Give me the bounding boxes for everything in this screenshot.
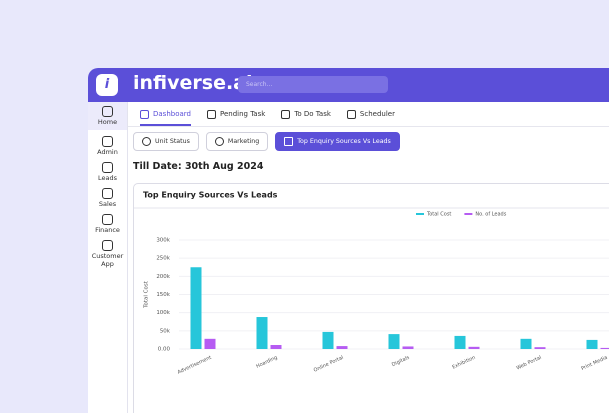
label: Unit Status — [155, 138, 190, 145]
filters: Unit Status Marketing Top Enquiry Sources … — [133, 132, 400, 151]
icon — [206, 109, 216, 119]
divider — [128, 126, 609, 127]
bar — [402, 346, 414, 349]
y-tick-label: 100k — [156, 310, 170, 316]
x-tick-label: Digitals — [391, 355, 411, 369]
icon — [102, 240, 113, 251]
y-tick-label: 50k — [160, 328, 171, 334]
filter-button[interactable]: Top Enquiry Sources Vs Leads — [275, 132, 400, 151]
legend-label: No. of Leads — [475, 212, 506, 218]
label: To Do Task — [294, 110, 331, 118]
tab[interactable]: Dashboard — [140, 104, 191, 126]
chart-card: Top Enquiry Sources Vs Leads 0.00 50k 100k… — [133, 183, 609, 413]
tab[interactable]: Pending Task — [206, 104, 266, 124]
bar — [204, 338, 216, 349]
icon — [346, 109, 356, 119]
app-window: i infiverse.ai Search... Home Admin Leads S… — [88, 68, 609, 413]
bar — [534, 347, 546, 349]
bar — [190, 267, 202, 349]
sidebar: Home Admin Leads Sales Finance Customer App — [88, 102, 128, 413]
icon — [284, 137, 294, 146]
sidebar-item[interactable]: Admin — [88, 136, 127, 156]
bar — [336, 346, 348, 349]
x-tick-label: Exhibition — [451, 355, 476, 371]
bar — [520, 338, 532, 349]
icon — [102, 136, 113, 147]
tab[interactable]: Scheduler — [346, 104, 395, 124]
sidebar-item[interactable]: Sales — [88, 188, 127, 208]
x-tick-label: Advertisement — [177, 355, 213, 376]
x-tick-label: Web Portal — [516, 355, 543, 372]
icon — [102, 214, 113, 225]
filter-button[interactable]: Marketing — [205, 132, 269, 151]
tab[interactable]: To Do Task — [281, 104, 331, 124]
icon — [102, 106, 113, 117]
x-tick-label: Online Portal — [313, 355, 345, 374]
y-tick-label: 0.00 — [158, 347, 171, 353]
legend-label: Total Cost — [426, 212, 451, 218]
label: Finance — [95, 226, 120, 234]
icon — [102, 162, 113, 173]
sidebar-item[interactable]: Leads — [88, 162, 127, 182]
y-tick-label: 250k — [156, 256, 170, 262]
bar — [322, 331, 334, 349]
icon — [214, 137, 224, 146]
date-label: Till Date: 30th Aug 2024 — [133, 161, 264, 172]
filter-button[interactable]: Unit Status — [133, 132, 199, 151]
bar — [468, 346, 480, 349]
y-tick-label: 200k — [156, 274, 170, 280]
y-axis-title: Total Cost — [144, 280, 150, 309]
logo[interactable]: i — [96, 74, 118, 96]
sidebar-item[interactable]: Customer App — [88, 240, 127, 268]
label: Pending Task — [219, 110, 266, 118]
y-tick-label: 150k — [156, 292, 170, 298]
x-tick-label: Print Media — [580, 355, 608, 372]
top-bar: i infiverse.ai Search... — [88, 68, 609, 102]
icon — [102, 188, 113, 199]
icon — [140, 109, 149, 119]
bar — [256, 317, 268, 349]
chart-title: Top Enquiry Sources Vs Leads — [143, 191, 278, 200]
chart: Top Enquiry Sources Vs Leads 0.00 50k 100k… — [134, 191, 609, 376]
label: Leads — [97, 174, 117, 182]
brand: infiverse.ai — [133, 72, 253, 94]
bar — [270, 345, 282, 349]
label: Dashboard — [153, 110, 191, 118]
tabs: Dashboard Pending Task To Do Task Scheduler — [140, 104, 395, 126]
sidebar-item[interactable]: Home — [88, 102, 127, 130]
bar — [600, 347, 609, 349]
bar — [454, 335, 466, 349]
icon — [142, 137, 151, 146]
label: Admin — [97, 148, 118, 156]
bar — [388, 334, 400, 349]
label: Customer App — [91, 252, 124, 268]
y-tick-label: 300k — [156, 238, 170, 244]
label: Scheduler — [359, 110, 395, 118]
icon — [281, 109, 291, 119]
search-box[interactable]: Search... — [238, 76, 388, 93]
bar — [586, 339, 598, 349]
label: Sales — [98, 200, 117, 208]
label: Home — [97, 118, 118, 126]
label: Top Enquiry Sources Vs Leads — [297, 138, 391, 145]
sidebar-item[interactable]: Finance — [88, 214, 127, 234]
x-tick-label: Hoarding — [255, 355, 278, 370]
label: Marketing — [227, 138, 260, 145]
